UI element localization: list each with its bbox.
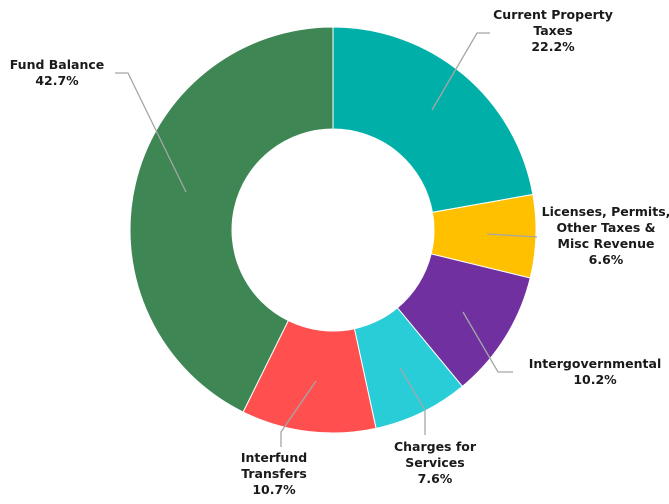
category-label-line: Taxes	[533, 23, 572, 38]
leader-lines	[115, 32, 538, 447]
percent-label: 6.6%	[589, 252, 624, 267]
category-label-line: Interfund	[241, 450, 307, 465]
label-intergovernmental: Intergovernmental 10.2%	[529, 356, 662, 387]
slice-fund-balance	[129, 26, 334, 413]
category-label-line: Misc Revenue	[558, 236, 655, 251]
leader-line-intergovernmental	[462, 311, 513, 373]
category-label-line: Other Taxes &	[556, 220, 655, 235]
label-charges-for-services: Charges for Services 7.6%	[394, 439, 477, 486]
slice-current-property-taxes	[332, 26, 534, 213]
leader-line-interfund-transfers	[280, 380, 317, 447]
category-label-line: Fund Balance	[10, 57, 104, 72]
percent-label: 42.7%	[35, 73, 79, 88]
category-label-line: Current Property	[493, 7, 613, 22]
category-label-line: Charges for	[394, 439, 477, 454]
donut-slices	[129, 26, 537, 434]
category-label-line: Services	[405, 455, 464, 470]
percent-label: 10.2%	[573, 372, 617, 387]
category-label-line: Licenses, Permits,	[542, 204, 669, 219]
percent-label: 10.7%	[252, 482, 296, 497]
label-fund-balance: Fund Balance 42.7%	[10, 57, 104, 88]
leader-line-charges-for-services	[399, 367, 426, 435]
leader-line-fund-balance	[115, 72, 187, 193]
leader-line-current-property-taxes	[431, 32, 490, 111]
category-label-line: Transfers	[241, 466, 307, 481]
label-current-property-taxes: Current Property Taxes 22.2%	[493, 7, 613, 54]
label-licenses-permits-other-taxes: Licenses, Permits, Other Taxes & Misc Reve…	[542, 204, 669, 267]
percent-label: 22.2%	[531, 39, 575, 54]
category-label-line: Intergovernmental	[529, 356, 662, 371]
slice-labels: Current Property Taxes 22.2% Licenses, Perm…	[10, 7, 669, 497]
percent-label: 7.6%	[418, 471, 453, 486]
label-interfund-transfers: Interfund Transfers 10.7%	[241, 450, 307, 497]
leader-line-licenses-permits-other-taxes	[486, 233, 538, 238]
